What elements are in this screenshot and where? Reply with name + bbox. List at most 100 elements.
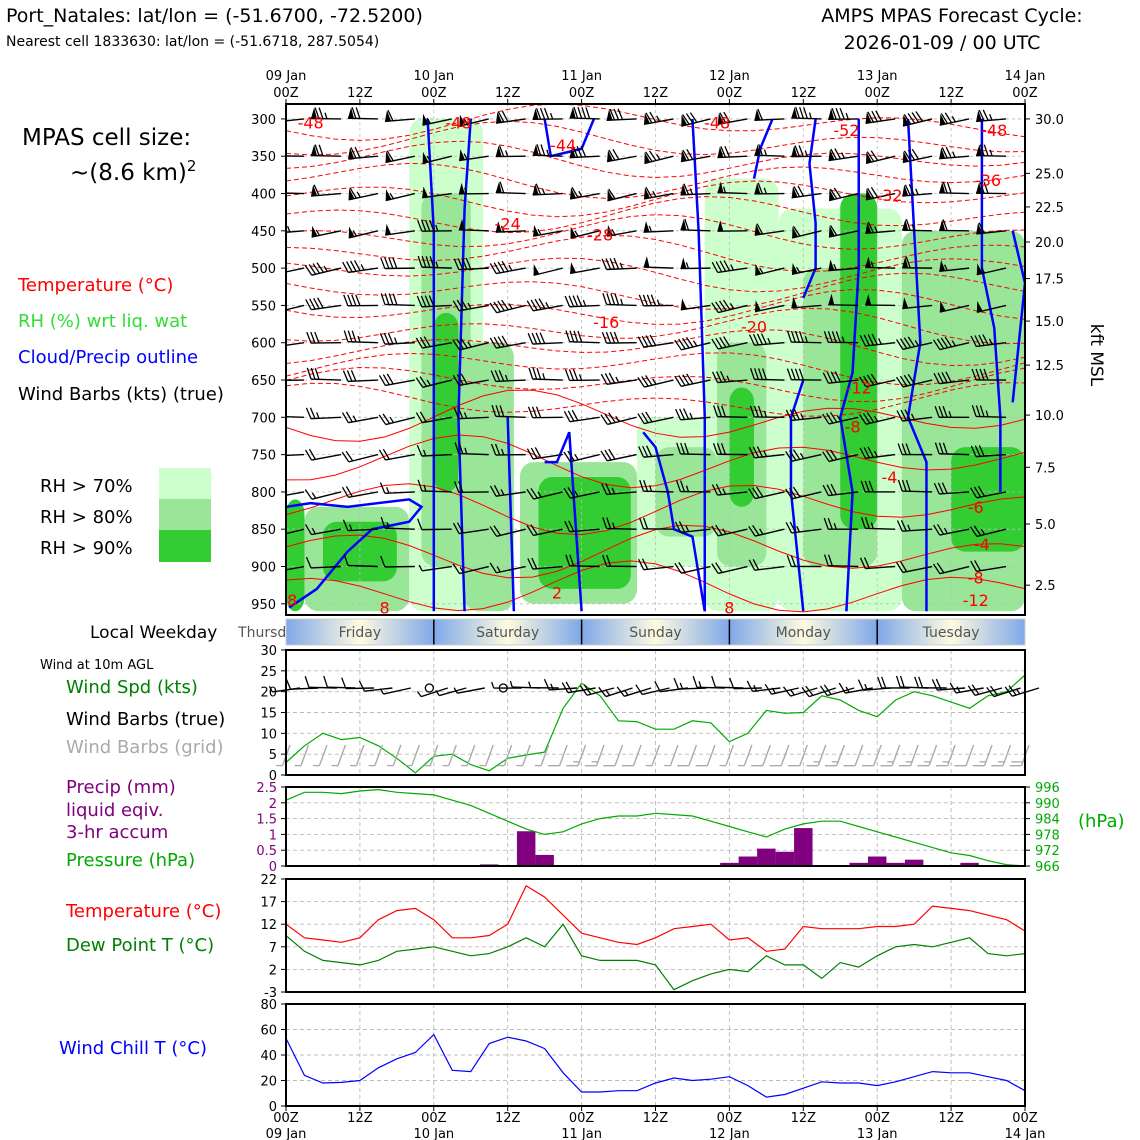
wind-barb [527, 332, 563, 345]
barb-full [1009, 765, 1022, 767]
barb-full [465, 257, 472, 270]
precip-bar [757, 848, 776, 866]
barb-shaft [725, 744, 735, 766]
barb-flag [311, 184, 318, 197]
wind-barb [286, 109, 305, 123]
barb-full [970, 445, 977, 457]
top-hour-label: 12Z [495, 86, 521, 101]
barb-full [721, 405, 727, 418]
wind-barb [755, 263, 785, 276]
barb-shaft [791, 453, 822, 462]
barb-full [757, 108, 763, 121]
barb-full [819, 685, 828, 696]
barb-half [831, 761, 839, 763]
barb-full [539, 107, 546, 120]
barb-full [801, 686, 810, 698]
barb-shaft [392, 744, 402, 766]
barb-full [830, 483, 837, 495]
barb-shaft [808, 687, 836, 698]
barb-full [576, 146, 583, 158]
wind-barb [865, 110, 896, 124]
barb-half [652, 378, 657, 385]
height-tick-label: 7.5 [1035, 461, 1056, 476]
wind-barb [452, 563, 489, 575]
wind-barb [616, 686, 652, 697]
barb-half [612, 522, 616, 529]
barb-half [980, 267, 986, 274]
barb-shaft [385, 192, 416, 202]
barb-full [613, 331, 620, 344]
barb-full [497, 111, 505, 123]
barb-shaft [606, 527, 637, 530]
barb-full [493, 525, 501, 536]
wind-barb [341, 411, 379, 424]
top-hour-label: 00Z [421, 86, 447, 101]
barb-shaft [643, 453, 674, 458]
barb-half [689, 188, 694, 195]
wind-barb [991, 744, 1012, 767]
barb-full [838, 682, 846, 694]
isotherm-dashed [286, 234, 1025, 273]
wind-barb [304, 262, 342, 276]
barb-half [796, 525, 801, 533]
barb-flag [791, 262, 798, 275]
weekday-strip: Thursday Friday Saturday Sunday Monday Tuesda… [237, 618, 1026, 646]
barb-shaft [448, 744, 457, 766]
barb-full [540, 144, 546, 156]
wind-barb [791, 296, 822, 309]
precip-bar [775, 851, 795, 866]
barb-full [384, 293, 390, 305]
wind-barb [932, 562, 970, 575]
barb-shaft [937, 687, 966, 691]
wind-barb [746, 680, 781, 693]
y-tick-label: 0 [269, 860, 277, 875]
precip-bar [904, 859, 924, 866]
precip-legend-1: Precip (mm) [66, 777, 176, 798]
wind-barb [310, 184, 342, 197]
barb-full [452, 374, 460, 386]
wind-barb [1004, 685, 1040, 697]
barb-half [426, 117, 431, 124]
barb-full [895, 675, 901, 688]
barb-flag [865, 222, 872, 234]
barb-full [530, 524, 538, 535]
barb-full [871, 110, 878, 122]
barb-shaft [902, 379, 933, 388]
barb-shaft [569, 304, 600, 308]
barb-full [719, 260, 727, 272]
barb-shaft [286, 528, 305, 538]
wind-barb [418, 564, 452, 572]
barb-full [718, 300, 727, 311]
barb-full [678, 338, 686, 350]
wind-barb [970, 560, 1007, 573]
barb-shaft [752, 687, 781, 693]
wind-barb [286, 453, 305, 457]
nearest-cell-subtitle: Nearest cell 1833630: lat/lon = (-51.671… [6, 34, 379, 50]
wind-barb [711, 260, 748, 274]
weekday-name: Sunday [629, 625, 681, 641]
barb-half [464, 447, 468, 455]
wind-barb [828, 225, 859, 238]
barb-full [932, 563, 941, 575]
cloud-outline [543, 118, 596, 158]
barb-full [460, 373, 468, 385]
wind-barb [569, 145, 600, 159]
barb-full [304, 449, 312, 461]
barb-full [392, 293, 398, 306]
barb-half [509, 680, 513, 688]
isotherm-solid [286, 389, 1025, 442]
barb-full [907, 113, 916, 124]
barb-full [711, 675, 717, 688]
y-tick-label: 0.5 [256, 844, 277, 859]
wind-barb [368, 744, 384, 767]
barb-shaft [286, 304, 305, 314]
barb-flag [532, 144, 539, 156]
barb-half [652, 190, 657, 198]
barb-half [845, 686, 850, 693]
barb-full [495, 405, 501, 417]
barb-full [942, 181, 948, 194]
barb-shaft [678, 687, 707, 690]
rh90-swatch [159, 530, 211, 562]
barb-shaft [311, 267, 342, 276]
barb-shaft [422, 192, 452, 199]
